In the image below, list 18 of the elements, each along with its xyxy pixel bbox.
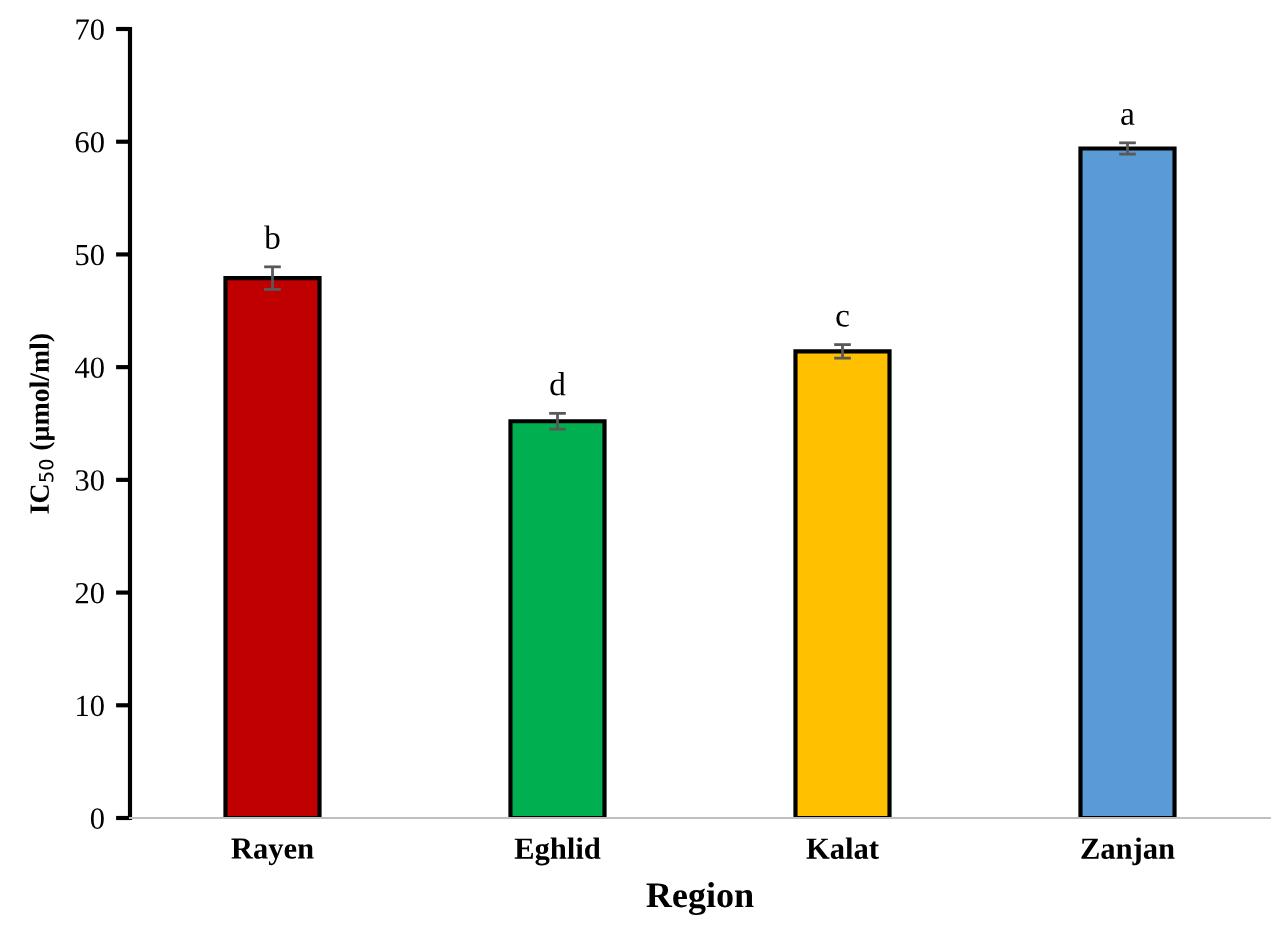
y-tick-label: 60 [75,132,104,153]
y-tick-label: 30 [75,470,104,491]
y-tick-label: 10 [77,695,104,717]
x-tick-label: Rayen [231,838,314,866]
annotation: c [836,310,849,327]
y-tick-label: 20 [75,582,104,604]
x-axis-title: Region [646,882,754,916]
y-tick-label: 0 [90,808,104,829]
annotation: b [264,225,280,249]
y-tick-label: 70 [76,19,104,40]
y-tick-label: 50 [76,244,104,266]
annotation: a [1121,108,1135,125]
x-tick-label: Zanjan [1081,837,1175,866]
annotation: d [550,372,566,396]
x-tick-label: Eghlid [514,837,601,866]
y-axis-title: IC$_{50}$ (µmol/ml) [29,334,55,514]
y-tick-label: 40 [75,357,104,379]
x-tick-label: Kalat [806,837,879,859]
